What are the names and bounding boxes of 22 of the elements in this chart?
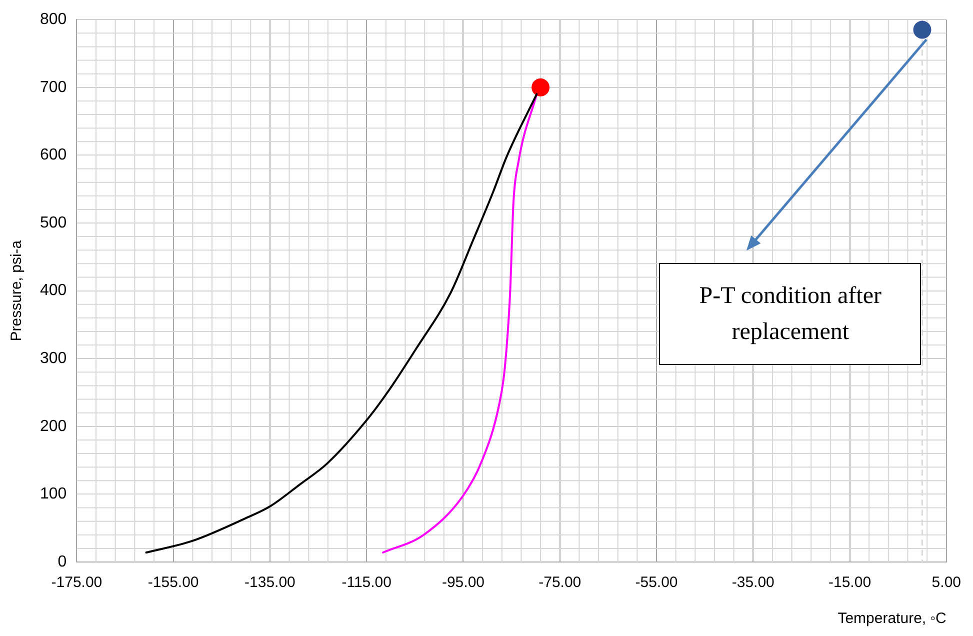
text-box: P-T condition after replacement bbox=[659, 262, 922, 365]
y-tick-label: 400 bbox=[40, 282, 67, 300]
x-tick-label: -15.00 bbox=[828, 574, 872, 592]
x-tick-label: -115.00 bbox=[342, 574, 392, 592]
y-tick-label: 600 bbox=[40, 146, 67, 164]
x-tick-label: 5.00 bbox=[932, 574, 962, 592]
x-axis-title: Temperature, ◦C bbox=[838, 610, 947, 628]
x-tick-label: -175.00 bbox=[51, 574, 102, 592]
x-tick-label: -95.00 bbox=[442, 574, 485, 592]
x-tick-label: -35.00 bbox=[732, 574, 774, 592]
y-tick-label: 800 bbox=[40, 11, 67, 28]
y-tick-label: 200 bbox=[40, 418, 67, 435]
y-tick-label: 100 bbox=[40, 486, 67, 503]
x-tick-label: -55.00 bbox=[635, 574, 678, 592]
y-tick-label: 500 bbox=[40, 214, 67, 232]
x-tick-label: -155.00 bbox=[148, 574, 199, 592]
y-tick-label: 0 bbox=[58, 553, 67, 570]
y-tick-label: 300 bbox=[40, 350, 67, 368]
x-tick-label: -135.00 bbox=[244, 574, 296, 592]
y-tick-label: 700 bbox=[40, 78, 67, 96]
x-tick-label: -75.00 bbox=[538, 574, 582, 592]
y-axis-title: Pressure, psi-a bbox=[8, 240, 26, 342]
